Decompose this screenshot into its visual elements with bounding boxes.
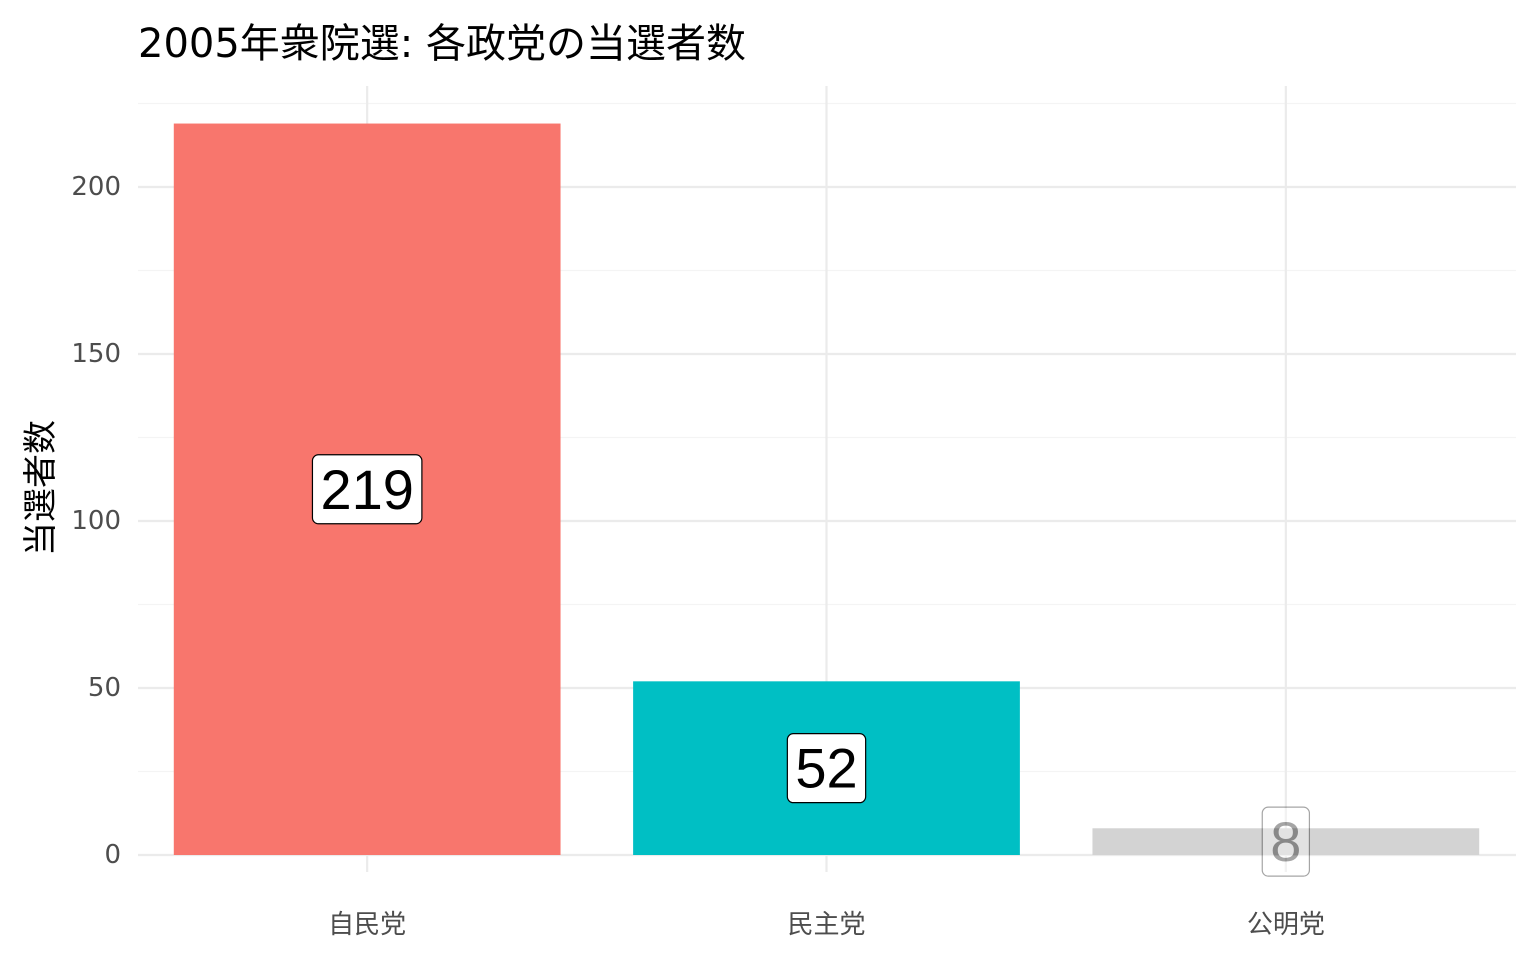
data-label-text: 219: [320, 458, 413, 521]
y-axis-title: 当選者数: [21, 420, 61, 556]
y-axis-ticks: 0 50 100 150 200: [71, 172, 121, 870]
data-label: 219: [311, 454, 423, 525]
data-labels: 219 52 8: [311, 454, 1311, 877]
data-label: 52: [786, 733, 867, 804]
data-label: 8: [1261, 806, 1311, 877]
y-tick-label: 50: [88, 673, 121, 703]
data-label-box: [311, 454, 423, 525]
data-label-text: 8: [1270, 810, 1301, 873]
data-label-box: [786, 733, 867, 804]
x-tick-label: 公明党: [1247, 910, 1325, 940]
data-label-box: [1261, 806, 1311, 877]
chart-title: 2005年衆院選: 各政党の当選者数: [138, 21, 746, 67]
data-label-text: 52: [795, 737, 857, 800]
x-tick-label: 自民党: [328, 910, 406, 940]
x-tick-label: 民主党: [787, 910, 865, 940]
y-tick-label: 200: [71, 172, 121, 202]
y-tick-label: 100: [71, 506, 121, 536]
x-axis-ticks: 自民党 民主党 公明党: [328, 910, 1325, 940]
y-tick-label: 150: [71, 339, 121, 369]
y-tick-label: 0: [104, 840, 121, 870]
bar-3: [1092, 828, 1480, 855]
